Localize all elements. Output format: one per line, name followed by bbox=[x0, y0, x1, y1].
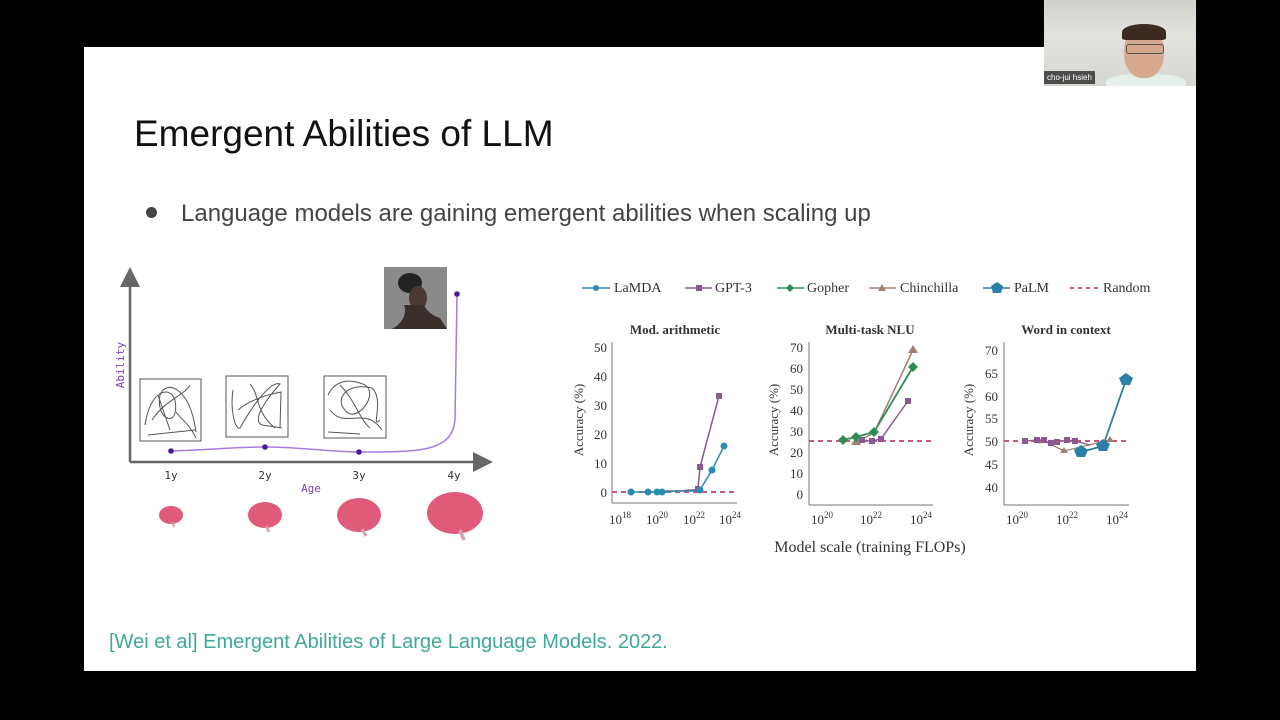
svg-text:Gopher: Gopher bbox=[807, 281, 849, 296]
svg-text:1024: 1024 bbox=[910, 510, 933, 527]
y-axis-label: Ability bbox=[114, 341, 127, 388]
legend-item-palm: PaLM bbox=[983, 281, 1050, 296]
brain-icon-3 bbox=[337, 498, 381, 537]
svg-text:10: 10 bbox=[790, 466, 803, 481]
tick-2y: 2y bbox=[258, 469, 272, 482]
bullet-icon bbox=[146, 207, 157, 219]
chart-legend: LaMDA GPT-3 Gopher Chinchilla PaLM Rando… bbox=[582, 281, 1151, 296]
bullet-text: Language models are gaining emergent abi… bbox=[181, 200, 871, 227]
svg-text:0: 0 bbox=[797, 487, 804, 502]
svg-text:LaMDA: LaMDA bbox=[614, 281, 662, 296]
brain-icon-1 bbox=[159, 506, 183, 528]
svg-text:60: 60 bbox=[790, 361, 803, 376]
slide: Emergent Abilities of LLM Language model… bbox=[84, 47, 1196, 671]
legend-item-gopher: Gopher bbox=[777, 281, 849, 296]
brain-icon-2 bbox=[248, 502, 282, 533]
chart-title: Multi-task NLU bbox=[825, 322, 915, 337]
scribble-drawing-1 bbox=[139, 378, 202, 442]
webcam-video-tile[interactable]: cho-jui hsieh bbox=[1044, 0, 1196, 86]
svg-text:1022: 1022 bbox=[1056, 510, 1078, 527]
svg-text:20: 20 bbox=[594, 427, 607, 442]
y-axis-label: Accuracy (%) bbox=[571, 384, 586, 457]
scribble-drawing-3 bbox=[323, 375, 387, 439]
ability-age-illustration: Ability Age 1y 2y 3y 4y bbox=[114, 267, 493, 541]
participant-video bbox=[1106, 74, 1186, 86]
legend-item-random: Random bbox=[1070, 281, 1151, 296]
svg-text:65: 65 bbox=[985, 366, 998, 381]
svg-text:45: 45 bbox=[985, 457, 998, 472]
svg-text:PaLM: PaLM bbox=[1014, 281, 1050, 296]
svg-text:1024: 1024 bbox=[1106, 510, 1129, 527]
tick-4y: 4y bbox=[447, 469, 461, 482]
svg-text:1018: 1018 bbox=[609, 510, 632, 527]
chart-title: Word in context bbox=[1021, 322, 1111, 337]
svg-text:GPT-3: GPT-3 bbox=[715, 281, 752, 296]
svg-text:60: 60 bbox=[985, 389, 998, 404]
ability-curve bbox=[170, 293, 458, 453]
legend-item-gpt3: GPT-3 bbox=[685, 281, 752, 296]
svg-text:Chinchilla: Chinchilla bbox=[900, 281, 959, 296]
participant-name-label: cho-jui hsieh bbox=[1044, 71, 1095, 84]
svg-text:1020: 1020 bbox=[1006, 510, 1029, 527]
svg-text:0: 0 bbox=[601, 485, 608, 500]
tick-3y: 3y bbox=[352, 469, 366, 482]
svg-text:1024: 1024 bbox=[719, 510, 742, 527]
svg-text:Random: Random bbox=[1103, 281, 1151, 296]
svg-text:40: 40 bbox=[790, 403, 803, 418]
svg-text:1020: 1020 bbox=[646, 510, 669, 527]
tick-1y: 1y bbox=[164, 469, 178, 482]
svg-text:50: 50 bbox=[790, 382, 803, 397]
scribble-drawing-2 bbox=[225, 375, 289, 438]
citation-text: [Wei et al] Emergent Abilities of Large … bbox=[109, 631, 668, 653]
chart-title: Mod. arithmetic bbox=[630, 322, 720, 337]
svg-text:50: 50 bbox=[594, 340, 607, 355]
svg-text:30: 30 bbox=[790, 424, 803, 439]
svg-text:1022: 1022 bbox=[683, 510, 705, 527]
svg-text:40: 40 bbox=[985, 480, 998, 495]
x-axis-label: Age bbox=[301, 482, 321, 495]
bullet-point: Language models are gaining emergent abi… bbox=[146, 200, 871, 228]
svg-text:50: 50 bbox=[985, 434, 998, 449]
svg-text:55: 55 bbox=[985, 411, 998, 426]
brain-icon-4 bbox=[427, 492, 483, 541]
legend-item-chinchilla: Chinchilla bbox=[869, 281, 959, 296]
svg-text:70: 70 bbox=[985, 343, 998, 358]
svg-text:70: 70 bbox=[790, 340, 803, 355]
svg-text:1022: 1022 bbox=[860, 510, 882, 527]
svg-text:30: 30 bbox=[594, 398, 607, 413]
y-axis-label: Accuracy (%) bbox=[961, 384, 976, 457]
svg-text:20: 20 bbox=[790, 445, 803, 460]
svg-text:40: 40 bbox=[594, 369, 607, 384]
portrait-photo bbox=[384, 267, 447, 329]
slide-title: Emergent Abilities of LLM bbox=[134, 113, 554, 154]
chart-word-in-context: Word in context Accuracy (%) 40 45 50 55 60… bbox=[961, 322, 1133, 527]
legend-item-lamda: LaMDA bbox=[582, 281, 662, 296]
svg-text:10: 10 bbox=[594, 456, 607, 471]
svg-text:1020: 1020 bbox=[811, 510, 834, 527]
y-axis-label: Accuracy (%) bbox=[766, 384, 781, 457]
shared-x-axis-label: Model scale (training FLOPs) bbox=[774, 539, 966, 556]
